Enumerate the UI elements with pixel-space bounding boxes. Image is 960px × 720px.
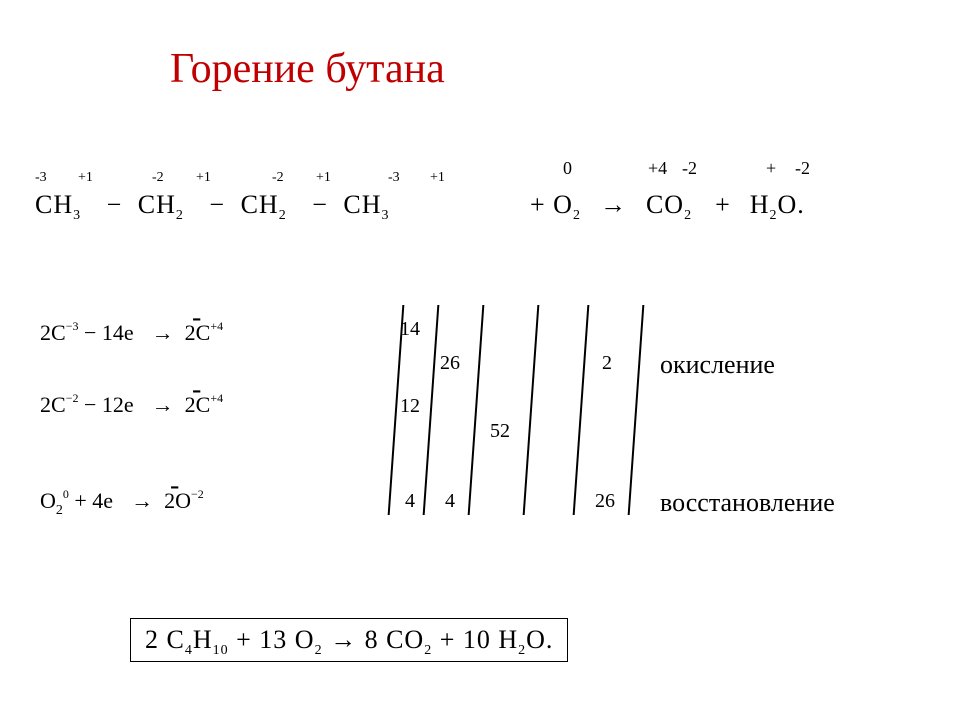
ox-h-1: +1 — [78, 170, 93, 186]
final-equation-box: 2 C4H10 + 13 O2 → 8 CO2 + 10 H2O. — [130, 618, 568, 662]
ox-h-4: +1 — [430, 170, 445, 186]
ox-c-co2: +4 — [648, 158, 667, 179]
ox-h-3: +1 — [316, 170, 331, 186]
minus-sup-1: - — [192, 302, 201, 334]
ox-c-term-1: -3 — [35, 170, 47, 186]
minus-sup-3: - — [170, 470, 179, 502]
ch2-1: CH2 — [138, 190, 184, 219]
tally-c2-r1: 26 — [440, 352, 460, 375]
tally-divider-4 — [523, 305, 540, 515]
tally-c2-r2: 4 — [445, 490, 455, 513]
ch3-2: CH3 — [343, 190, 389, 219]
tally-c4-r1: 2 — [602, 352, 612, 375]
tally-divider-6 — [628, 305, 645, 515]
co2: CO2 — [646, 190, 692, 219]
plus-o2: + O2 — [530, 190, 581, 219]
arrow-1: → — [600, 190, 627, 219]
ox-o-h2o: -2 — [795, 158, 810, 179]
ox-h-h2o: + — [766, 158, 776, 179]
ox-o2: 0 — [563, 158, 572, 179]
ox-h-2: +1 — [196, 170, 211, 186]
reduction-label: восстановление — [660, 488, 835, 518]
ch3-1: CH3 — [35, 190, 81, 219]
structural-formula: CH3 − CH2 − CH2 − CH3 — [35, 190, 390, 220]
ox-c-inner-1: -2 — [152, 170, 164, 186]
oxidation-label: окисление — [660, 350, 775, 380]
h2o: H2O. — [750, 190, 805, 219]
tally-c1-r3: 4 — [405, 490, 415, 513]
tally-divider-2 — [423, 305, 440, 515]
ox-c-term-2: -3 — [388, 170, 400, 186]
tally-divider-5 — [573, 305, 590, 515]
products-side: + O2 → CO2 + H2O. — [530, 190, 805, 220]
tally-divider-3 — [468, 305, 485, 515]
ox-o-co2: -2 — [682, 158, 697, 179]
ox-c-inner-2: -2 — [272, 170, 284, 186]
minus-sup-2: - — [192, 374, 201, 406]
ch2-2: CH2 — [241, 190, 287, 219]
tally-c1-r1: 14 — [400, 318, 420, 341]
tally-c1-r2: 12 — [400, 395, 420, 418]
tally-c4-r2: 26 — [595, 490, 615, 513]
tally-c3-r1: 52 — [490, 420, 510, 443]
plus-sign: + — [715, 190, 731, 219]
page-title: Горение бутана — [170, 45, 445, 93]
